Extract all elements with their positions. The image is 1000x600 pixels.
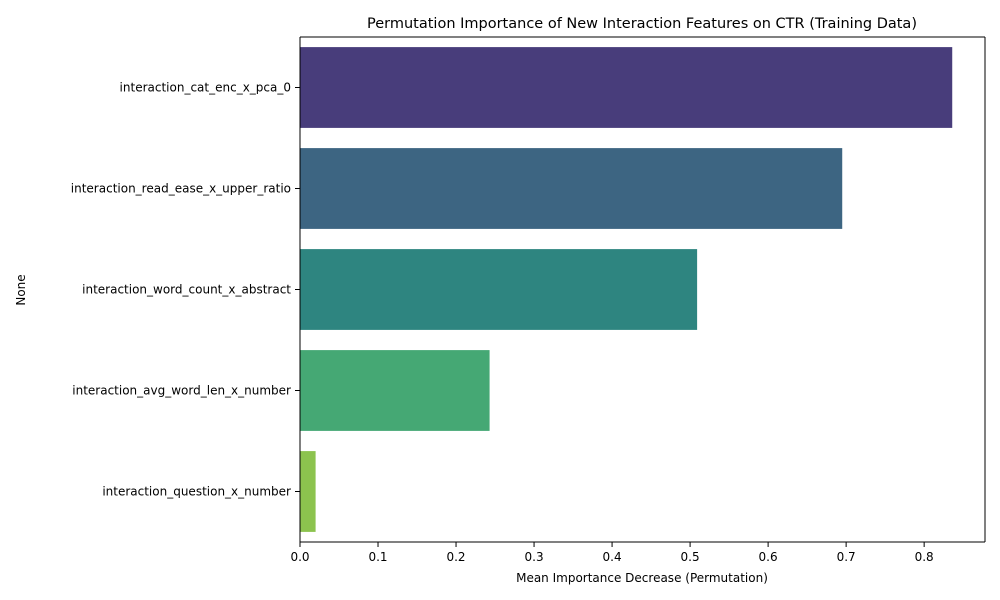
x-tick-label: 0.8 bbox=[915, 550, 934, 564]
bar-interaction_question_x_number bbox=[300, 451, 316, 532]
y-tick-label: interaction_avg_word_len_x_number bbox=[72, 384, 291, 398]
x-tick-label: 0.2 bbox=[446, 550, 465, 564]
bar-interaction_avg_word_len_x_number bbox=[300, 350, 490, 431]
bar-interaction_read_ease_x_upper_ratio bbox=[300, 148, 843, 229]
x-tick-label: 0.7 bbox=[837, 550, 856, 564]
y-tick-label: interaction_read_ease_x_upper_ratio bbox=[71, 182, 291, 196]
plot-area: interaction_cat_enc_x_pca_0 interaction_r… bbox=[71, 36, 986, 564]
x-tick-label: 0.1 bbox=[368, 550, 387, 564]
x-axis-label: Mean Importance Decrease (Permutation) bbox=[516, 571, 768, 585]
x-tick-label: 0.0 bbox=[290, 550, 309, 564]
y-axis-label: None bbox=[14, 274, 28, 305]
y-tick-label: interaction_question_x_number bbox=[102, 485, 291, 499]
x-tick-label: 0.3 bbox=[525, 550, 544, 564]
bar-interaction_word_count_x_abstract bbox=[300, 249, 698, 330]
x-tick-label: 0.6 bbox=[759, 550, 778, 564]
x-tick-label: 0.5 bbox=[681, 550, 700, 564]
x-tick-label: 0.4 bbox=[603, 550, 622, 564]
y-tick-label: interaction_word_count_x_abstract bbox=[82, 283, 291, 297]
chart-title: Permutation Importance of New Interactio… bbox=[367, 16, 917, 32]
bar-interaction_cat_enc_x_pca_0 bbox=[300, 47, 953, 128]
y-tick-label: interaction_cat_enc_x_pca_0 bbox=[120, 81, 291, 95]
